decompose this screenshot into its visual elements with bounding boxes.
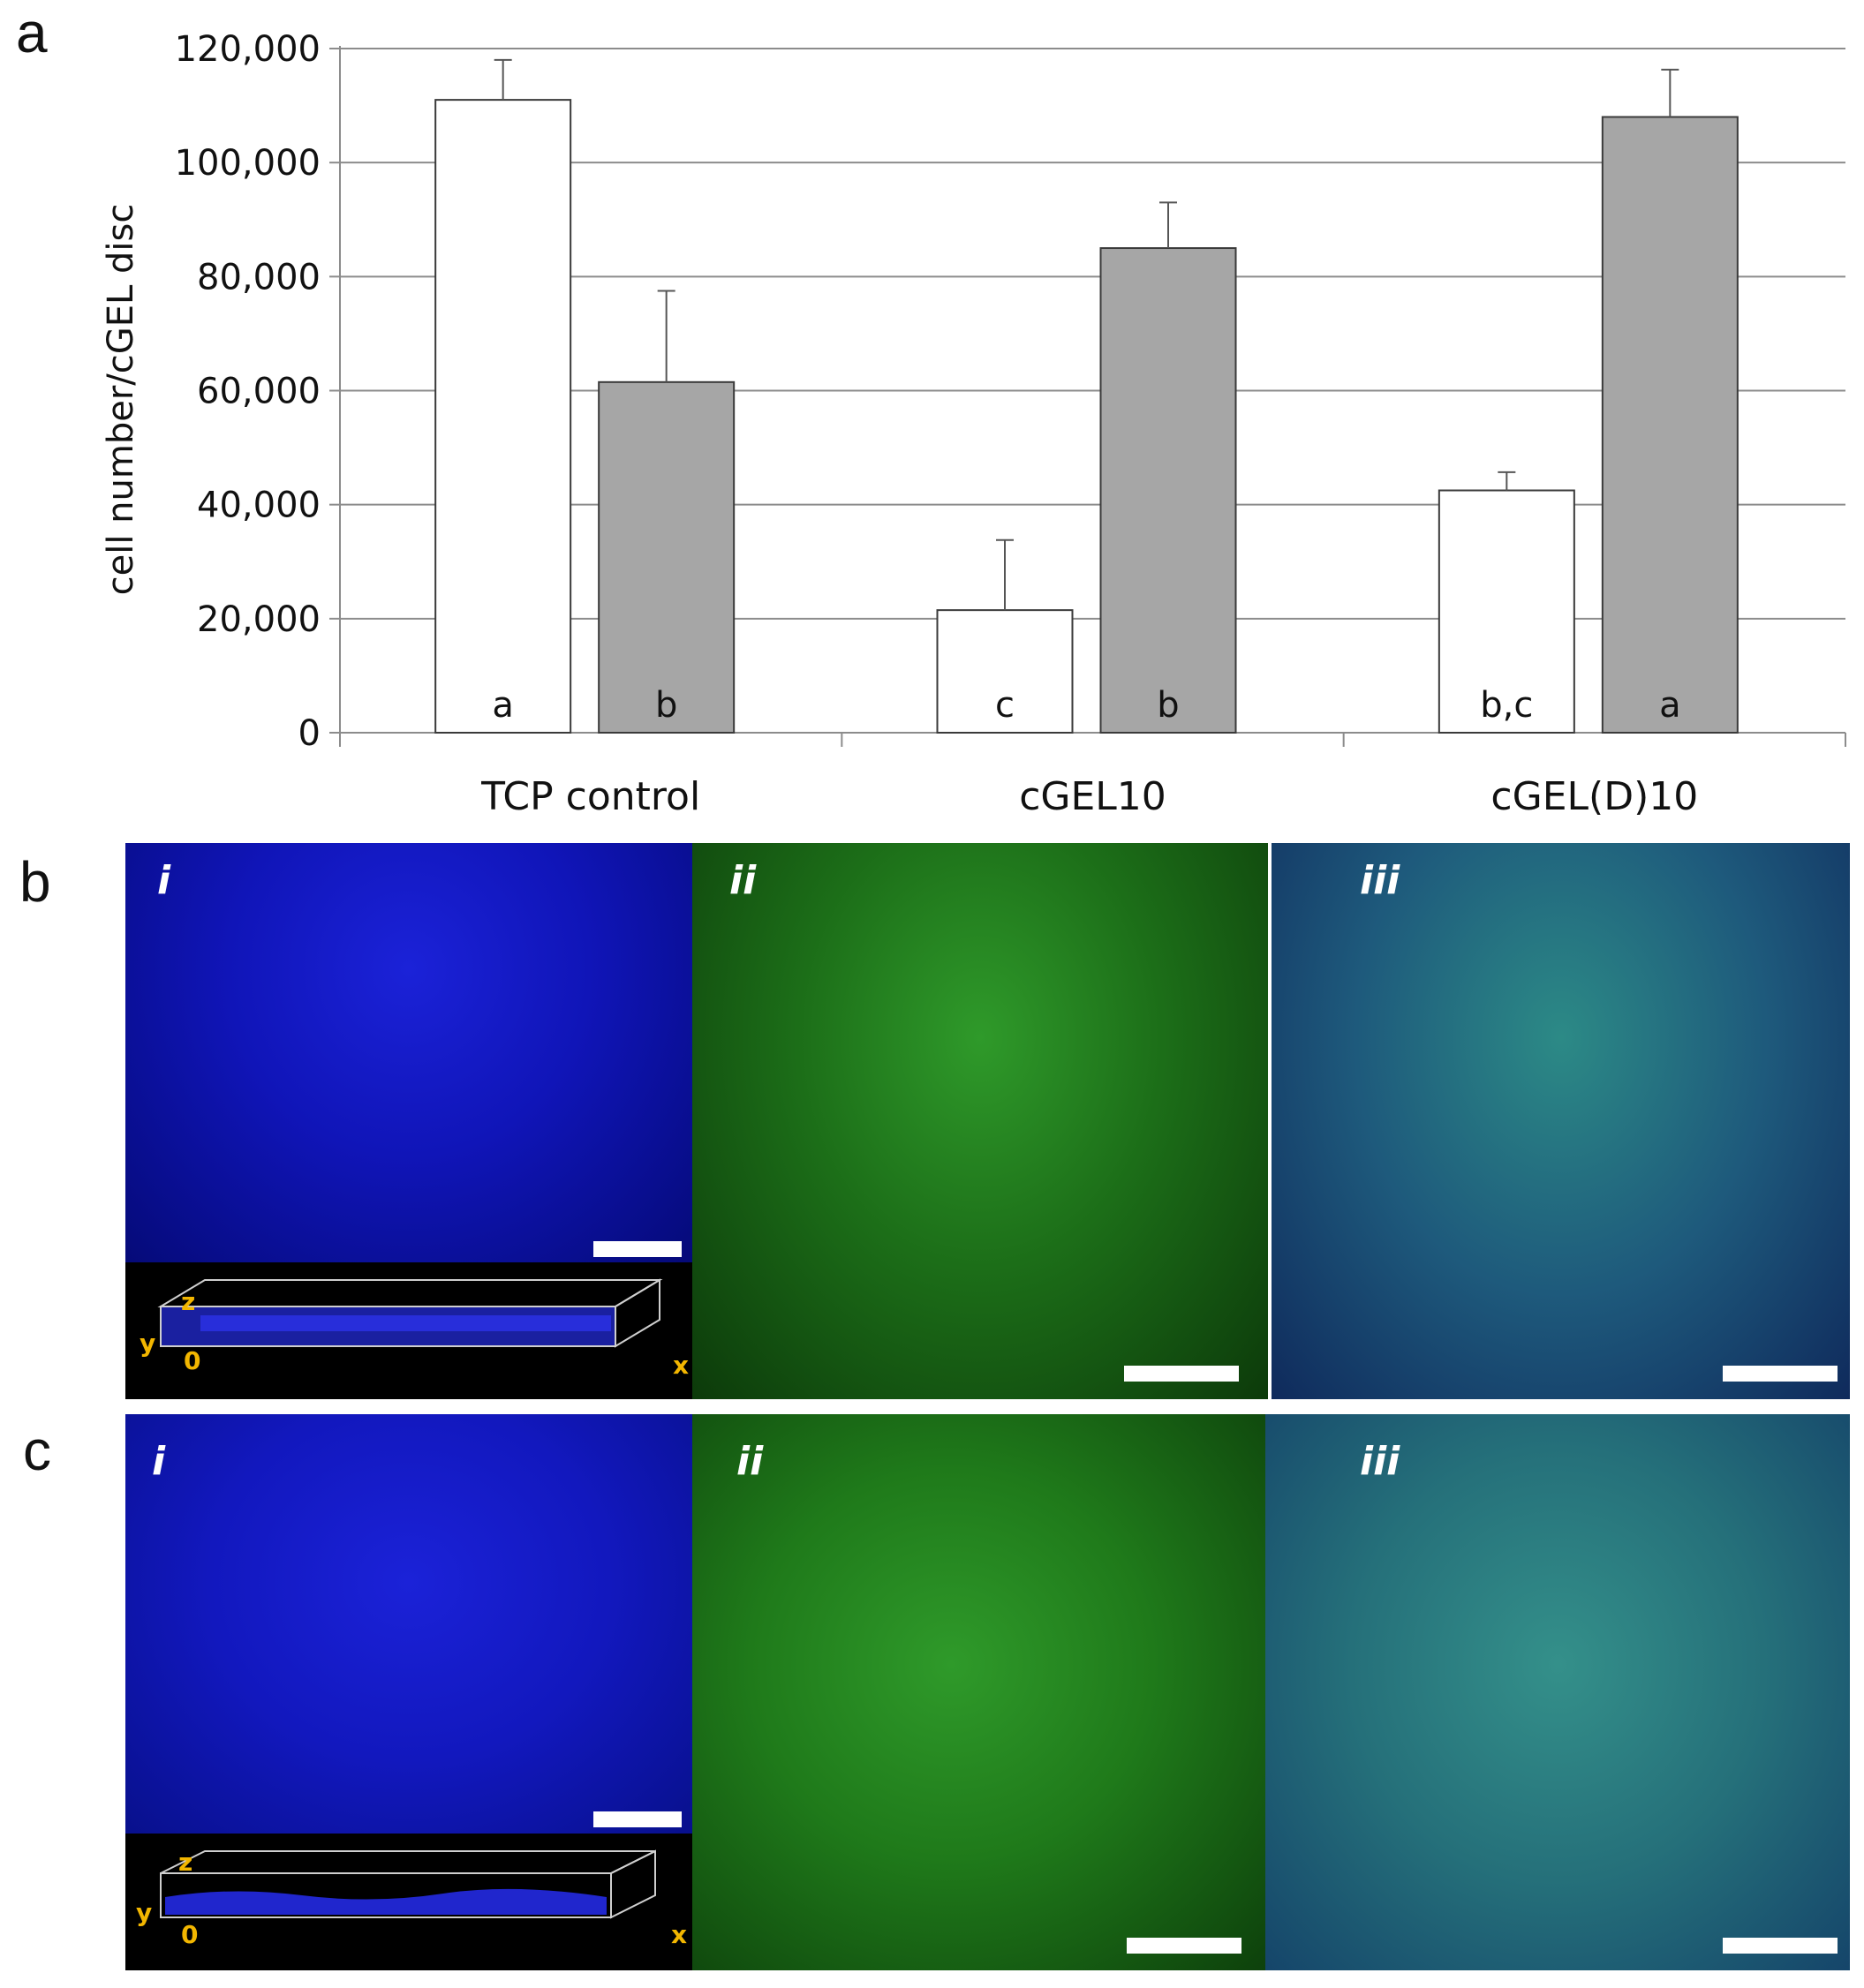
significance-label: c xyxy=(995,685,1015,726)
scale-bar-b-ii xyxy=(1124,1366,1239,1382)
y-axis-label: cell number/cGEL disc xyxy=(101,204,141,596)
y-tick-label: 120,000 xyxy=(175,29,321,70)
y-tick-label: 100,000 xyxy=(175,143,321,184)
micrograph-b-i xyxy=(125,843,692,1262)
orthogonal-view-b xyxy=(157,1278,663,1348)
inset-b-axis-z: z xyxy=(181,1287,196,1316)
bar-chart: 0 20,000 40,000 60,000 80,000 100,000 120,000 c… xyxy=(101,29,1846,819)
label-b-iii: iii xyxy=(1360,858,1400,903)
significance-label: b,c xyxy=(1480,685,1533,726)
micrograph-b-iii xyxy=(1272,843,1850,1399)
micrograph-b-ii xyxy=(692,843,1268,1399)
y-tick-label: 80,000 xyxy=(197,257,321,297)
label-c-i: i xyxy=(152,1439,166,1484)
panel-label-a: a xyxy=(16,1,48,64)
label-b-i: i xyxy=(157,858,171,903)
bar xyxy=(434,99,572,734)
bar xyxy=(1601,116,1739,734)
y-tick-label: 60,000 xyxy=(197,372,321,412)
inset-b-axis-x: x xyxy=(673,1351,690,1380)
inset-b-axis-y: y xyxy=(140,1329,156,1358)
scale-bar-b-iii xyxy=(1723,1366,1838,1382)
scale-bar-c-i xyxy=(593,1811,682,1827)
inset-c-axis-z: z xyxy=(178,1848,193,1877)
bar xyxy=(936,609,1074,734)
y-tick-label: 0 xyxy=(298,713,321,754)
category-label: cGEL(D)10 xyxy=(1490,774,1698,819)
inset-b-axis-origin: 0 xyxy=(184,1346,201,1375)
panel-label-b: b xyxy=(19,850,51,914)
micrograph-c-ii xyxy=(692,1414,1268,1970)
significance-label: a xyxy=(492,685,514,726)
category-label: TCP control xyxy=(480,774,700,819)
micrograph-c-iii xyxy=(1265,1414,1850,1970)
micrograph-c-i xyxy=(125,1414,692,1834)
y-tick-label: 40,000 xyxy=(197,486,321,526)
bar xyxy=(598,380,736,734)
panel-label-c: c xyxy=(23,1419,51,1482)
significance-label: a xyxy=(1659,685,1681,726)
bar xyxy=(1099,247,1237,734)
inset-c-axis-x: x xyxy=(671,1920,688,1949)
label-c-iii: iii xyxy=(1360,1439,1400,1484)
y-tick-label: 20,000 xyxy=(197,599,321,640)
inset-c-axis-y: y xyxy=(136,1898,153,1927)
bar xyxy=(1438,489,1575,734)
scale-bar-c-ii xyxy=(1127,1938,1241,1954)
category-label: cGEL10 xyxy=(1019,774,1166,819)
scale-bar-c-iii xyxy=(1723,1938,1838,1954)
significance-label: b xyxy=(655,685,677,726)
scale-bar-b-i xyxy=(593,1241,682,1257)
label-b-ii: ii xyxy=(729,858,757,903)
significance-label: b xyxy=(1157,685,1179,726)
orthogonal-view-c xyxy=(160,1849,656,1919)
label-c-ii: ii xyxy=(736,1439,764,1484)
inset-c-axis-origin: 0 xyxy=(181,1920,199,1949)
